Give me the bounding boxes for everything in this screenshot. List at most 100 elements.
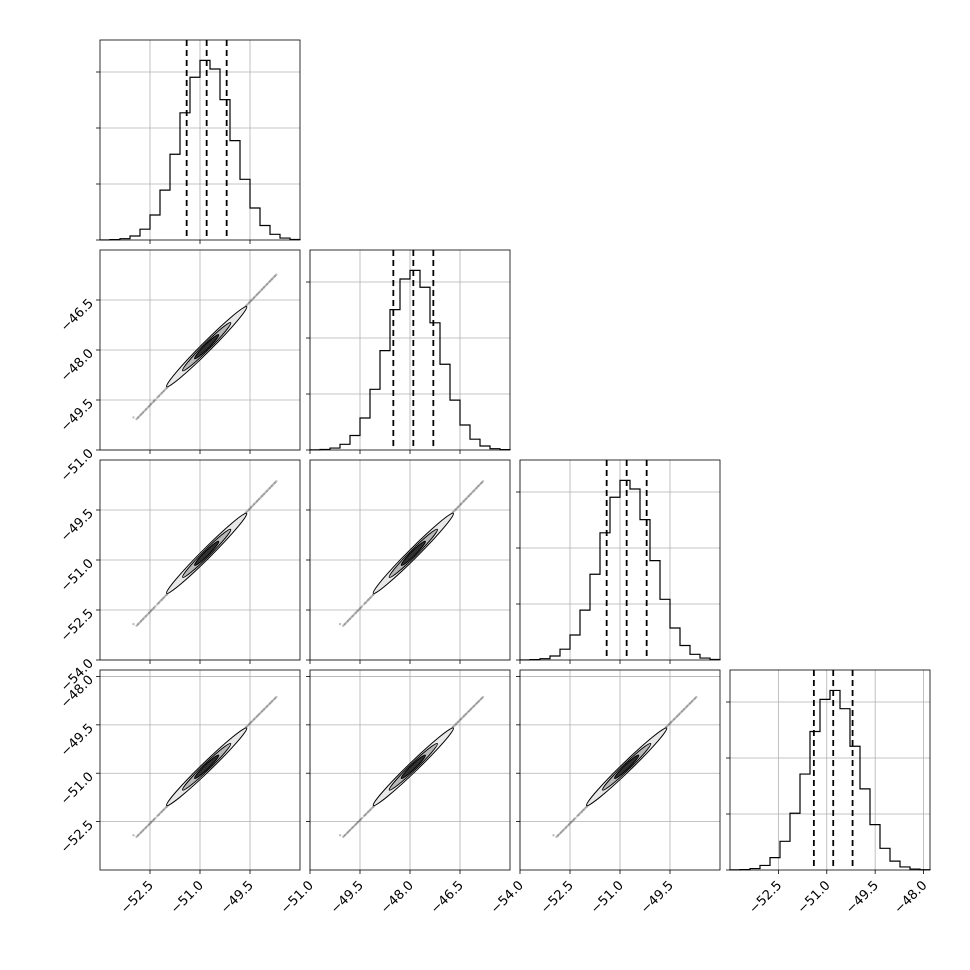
sample-point [273, 274, 277, 278]
sample-point [132, 416, 135, 419]
sample-point [165, 806, 168, 809]
sample-point [453, 724, 456, 727]
sample-point [681, 709, 684, 713]
sample-point [262, 708, 265, 712]
sample-point [569, 821, 573, 824]
sample-point [270, 484, 274, 487]
sample-point [258, 497, 261, 501]
sample-point [360, 816, 364, 820]
sample-point [481, 695, 485, 699]
sample-point [462, 714, 466, 718]
sample-point [160, 598, 164, 601]
sample-point [157, 813, 160, 817]
sample-point [371, 593, 375, 597]
sample-point [355, 821, 359, 825]
sample-point [355, 610, 359, 613]
sample-point [371, 806, 375, 809]
histogram-1 [309, 269, 511, 451]
x-tick-label: −49.5 [218, 878, 257, 917]
sample-point [348, 829, 351, 833]
sample-point [464, 713, 467, 716]
sample-point [566, 824, 569, 828]
panel-2-1 [306, 459, 511, 664]
sample-point [255, 715, 259, 718]
sample-point [349, 616, 353, 619]
x-tick-label: −49.5 [638, 878, 677, 917]
sample-point [260, 495, 263, 498]
sample-point [556, 834, 559, 837]
sample-point [671, 719, 674, 722]
sample-point [348, 828, 352, 832]
sample-point [246, 509, 249, 513]
y-tick-label: −46.5 [58, 296, 97, 335]
sample-point [163, 388, 167, 391]
sample-point [149, 403, 152, 406]
sample-point [579, 812, 582, 815]
sample-point [252, 296, 255, 300]
sample-point [268, 702, 271, 705]
sample-point [144, 615, 147, 618]
panel-frame [309, 669, 511, 871]
sample-point [250, 720, 253, 724]
sample-point [359, 818, 363, 821]
sample-point [162, 596, 165, 600]
sample-point [567, 823, 570, 827]
sample-point [459, 502, 463, 506]
sample-point [143, 827, 146, 831]
sample-point [154, 398, 157, 401]
sample-point [162, 809, 165, 812]
sample-point [354, 823, 357, 827]
density-contour-2 [614, 754, 640, 779]
sample-point [255, 500, 259, 503]
panel-frame [99, 669, 301, 871]
sample-point [136, 416, 139, 420]
sample-point [139, 413, 142, 417]
sample-point [145, 825, 148, 829]
sample-point [575, 815, 579, 818]
sample-point [561, 829, 564, 833]
sample-point [245, 725, 248, 728]
sample-point [275, 480, 278, 483]
y-tick-label: −51.0 [58, 556, 97, 595]
sample-point [456, 720, 460, 724]
sample-point [154, 816, 157, 820]
sample-point [262, 286, 265, 290]
sample-point [455, 722, 458, 725]
sample-point [145, 407, 148, 411]
sample-point [351, 614, 355, 617]
sample-point [273, 481, 277, 484]
sample-point [555, 835, 558, 839]
sample-point [582, 809, 585, 812]
sample-point [143, 616, 146, 619]
sample-point [687, 703, 690, 707]
x-tick-label: −51.0 [278, 878, 317, 917]
sample-point [366, 810, 370, 814]
sample-point [272, 698, 275, 702]
sample-point [163, 595, 167, 598]
sample-point [685, 705, 688, 709]
sample-point [260, 710, 263, 713]
sample-point [357, 608, 361, 611]
histogram-2 [519, 479, 721, 661]
sample-point [368, 596, 372, 600]
sample-point [475, 701, 479, 705]
sample-point [263, 285, 266, 289]
sample-point [563, 827, 566, 831]
x-tick-label: −49.5 [328, 878, 367, 917]
panel-frame [309, 459, 511, 661]
sample-point [452, 510, 455, 514]
sample-point [266, 489, 269, 492]
sample-point [693, 697, 696, 701]
sample-point [674, 716, 677, 719]
sample-point [252, 503, 255, 506]
sample-point [686, 704, 689, 708]
sample-point [480, 481, 484, 484]
sample-point [136, 623, 139, 626]
sample-point [135, 624, 138, 627]
sample-point [477, 484, 480, 487]
sample-point [479, 697, 483, 701]
sample-point [459, 718, 462, 721]
sample-point [251, 719, 254, 722]
sample-point [569, 821, 572, 825]
sample-point [263, 707, 266, 711]
